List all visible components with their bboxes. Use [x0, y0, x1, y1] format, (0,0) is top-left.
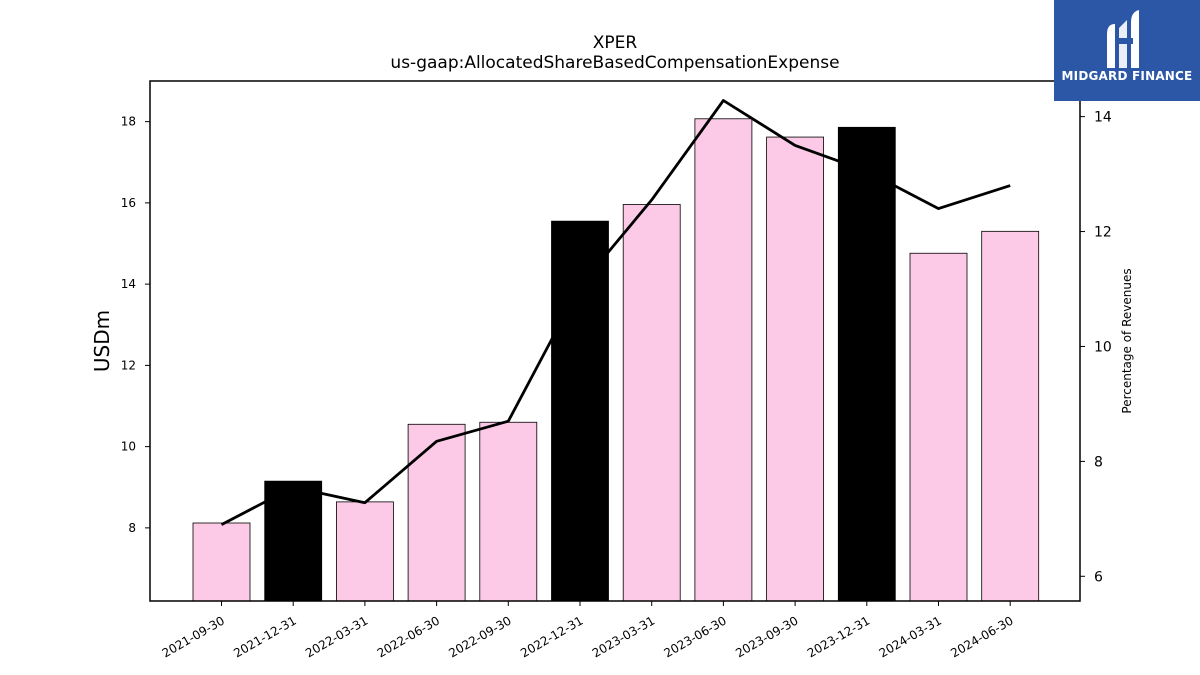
y-axis-right-label: Percentage of Revenues — [1120, 268, 1134, 413]
y-right-tick-label: 10 — [1094, 339, 1112, 355]
y-left-tick-label: 12 — [121, 358, 136, 372]
x-tick-label-2024-06-30: 2024-06-30 — [948, 613, 1015, 660]
y-right-tick-label: 12 — [1094, 225, 1112, 241]
bar-2023-06-30 — [694, 118, 753, 602]
midgard-logo-icon — [1107, 10, 1139, 68]
bar-2023-12-31 — [837, 126, 896, 602]
x-tick-label-2022-06-30: 2022-06-30 — [375, 613, 442, 660]
y-axis-right: 6 8 10 12 14 — [1080, 110, 1112, 585]
x-tick-label-2021-09-30: 2021-09-30 — [160, 613, 227, 660]
x-tick-label-2024-03-31: 2024-03-31 — [877, 613, 944, 660]
y-right-tick-label: 8 — [1094, 454, 1103, 470]
brand-logo: MIDGARD FINANCE — [1054, 0, 1200, 101]
y-axis-left: 8 10 12 14 16 18 — [121, 115, 150, 535]
chart-title: XPER — [593, 33, 638, 53]
bar-2022-09-30 — [479, 421, 538, 602]
x-axis: 2021-09-30 2021-12-31 2022-03-31 2022-06-30… — [160, 601, 1016, 660]
plot-frame — [149, 80, 1081, 602]
x-tick-label-2023-03-31: 2023-03-31 — [590, 613, 657, 660]
y-right-tick-label: 14 — [1094, 110, 1112, 126]
line-group — [220, 99, 1011, 526]
bar-2021-12-31 — [264, 480, 323, 602]
y-left-tick-label: 16 — [121, 196, 136, 210]
y-left-tick-label: 14 — [121, 277, 136, 291]
y-axis-left-label: USDm — [90, 310, 114, 372]
y-left-tick-label: 8 — [128, 521, 136, 535]
bar-2023-03-31 — [622, 204, 681, 602]
chart-subtitle: us-gaap:AllocatedShareBasedCompensationE… — [390, 53, 839, 73]
logo-text: MIDGARD FINANCE — [1061, 69, 1193, 83]
x-tick-label-2022-12-31: 2022-12-31 — [518, 613, 585, 660]
x-tick-label-2022-03-31: 2022-03-31 — [303, 613, 370, 660]
bars-group — [192, 118, 1040, 602]
bar-2021-09-30 — [192, 522, 251, 602]
y-left-tick-label: 18 — [121, 115, 136, 129]
bar-2022-12-31 — [551, 220, 609, 602]
y-right-tick-label: 6 — [1094, 569, 1103, 585]
x-tick-label-2021-12-31: 2021-12-31 — [231, 613, 298, 660]
bar-2023-09-30 — [766, 136, 824, 602]
bar-2022-06-30 — [407, 423, 466, 602]
x-tick-label-2023-12-31: 2023-12-31 — [805, 613, 872, 660]
x-tick-label-2023-06-30: 2023-06-30 — [661, 613, 728, 660]
bar-2022-03-31 — [335, 501, 394, 602]
x-tick-label-2022-09-30: 2022-09-30 — [446, 613, 513, 660]
bar-2024-06-30 — [981, 230, 1040, 602]
y-left-tick-label: 10 — [121, 440, 136, 454]
bar-2024-03-31 — [909, 252, 968, 602]
series-line-percentage-of-revenues — [220, 99, 1011, 526]
x-tick-label-2023-09-30: 2023-09-30 — [733, 613, 800, 660]
